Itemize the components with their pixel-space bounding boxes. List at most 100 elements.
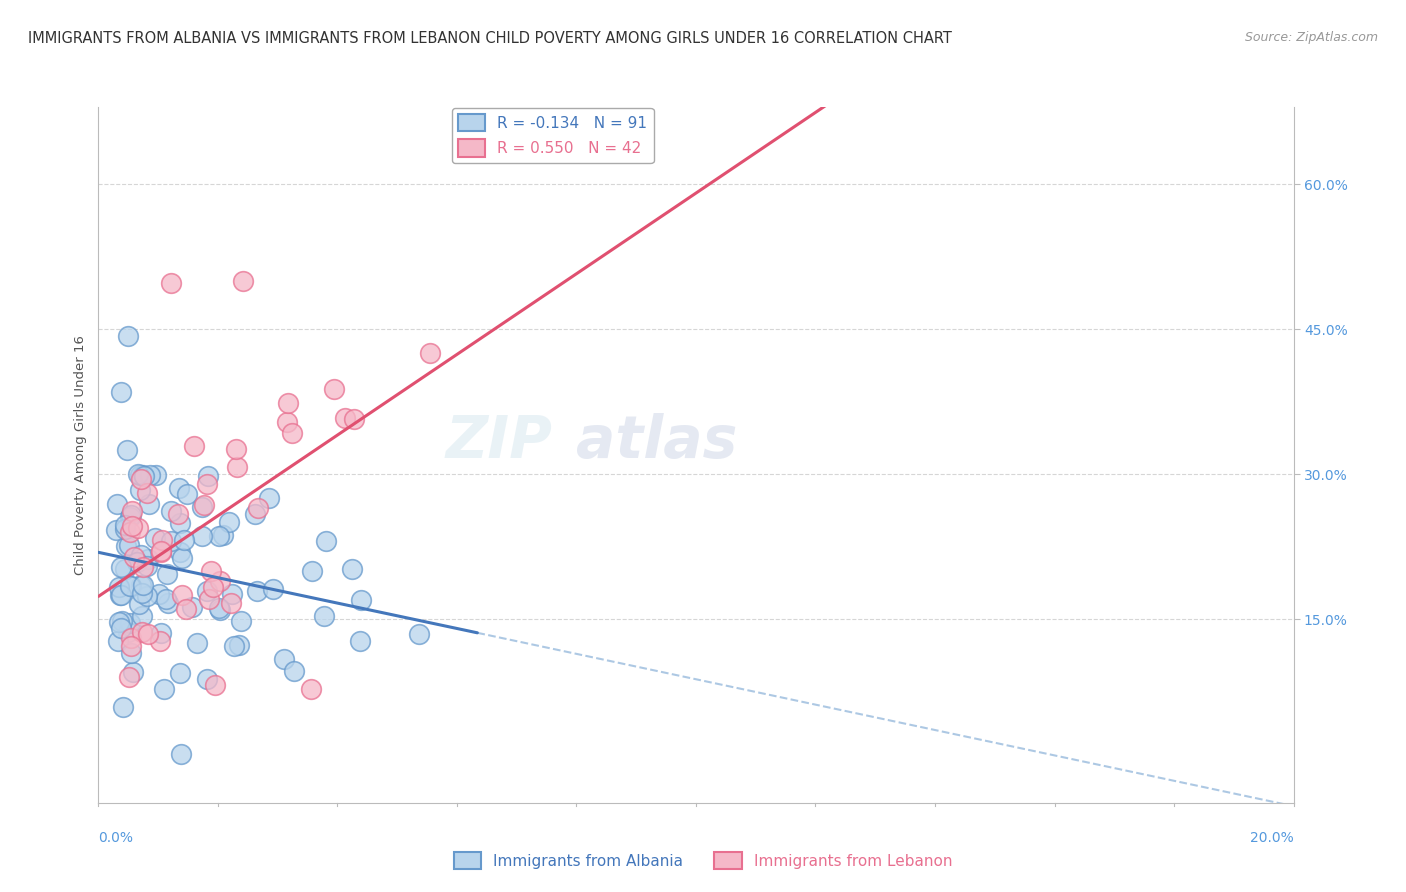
Point [127,521,149,535]
Point [197,672,219,686]
Point [120,508,142,523]
Point [221,587,243,601]
Point [136,552,159,566]
Point [108,588,131,602]
Point [111,614,134,628]
Point [110,559,132,574]
Point [340,561,363,575]
Point [136,589,159,603]
Legend: R = -0.134   N = 91, R = 0.550   N = 42: R = -0.134 N = 91, R = 0.550 N = 42 [451,108,654,163]
Point [114,518,136,533]
Point [120,524,142,539]
Point [323,382,346,396]
Legend: Immigrants from Albania, Immigrants from Lebanon: Immigrants from Albania, Immigrants from… [447,846,959,875]
Point [132,577,155,591]
Y-axis label: Child Poverty Among Girls Under 16: Child Poverty Among Girls Under 16 [75,335,87,574]
Point [419,346,441,360]
Point [129,473,152,487]
Point [232,274,254,288]
Point [148,587,170,601]
Point [277,396,299,410]
Point [122,550,145,565]
Point [190,529,212,543]
Point [160,534,183,549]
Point [118,615,141,630]
Point [195,583,218,598]
Point [257,491,280,506]
Point [186,636,208,650]
Point [150,545,173,559]
Point [156,566,179,581]
Point [276,415,298,429]
Point [118,670,141,684]
Point [131,549,153,563]
Point [118,538,141,552]
Point [120,639,142,653]
Point [131,608,153,623]
Point [135,558,157,573]
Text: 0.0%: 0.0% [98,830,134,845]
Point [132,560,155,574]
Point [150,533,173,548]
Point [170,588,193,602]
Point [197,469,219,483]
Point [107,633,129,648]
Point [195,477,218,491]
Point [350,592,373,607]
Point [120,579,142,593]
Point [117,328,139,343]
Point [201,580,224,594]
Point [129,468,152,483]
Point [110,385,132,400]
Point [145,468,167,483]
Point [129,483,152,497]
Point [110,621,132,635]
Point [115,443,138,458]
Point [114,523,136,537]
Text: IMMIGRANTS FROM ALBANIA VS IMMIGRANTS FROM LEBANON CHILD POVERTY AMONG GIRLS UND: IMMIGRANTS FROM ALBANIA VS IMMIGRANTS FR… [28,31,952,46]
Point [225,442,247,456]
Point [131,585,153,599]
Point [343,412,366,426]
Point [108,580,131,594]
Text: Source: ZipAtlas.com: Source: ZipAtlas.com [1244,31,1378,45]
Point [117,624,139,639]
Point [170,747,193,762]
Point [121,579,143,593]
Point [180,600,202,615]
Point [273,651,295,665]
Point [136,485,159,500]
Point [125,556,148,570]
Point [228,638,250,652]
Point [132,469,155,483]
Point [148,633,170,648]
Point [315,534,337,549]
Point [120,632,142,646]
Point [166,507,188,521]
Point [121,519,143,533]
Point [218,516,240,530]
Point [200,564,222,578]
Point [149,625,172,640]
Point [149,543,172,558]
Point [155,592,177,607]
Point [333,410,356,425]
Point [212,528,235,542]
Point [114,562,136,576]
Point [120,510,142,524]
Point [208,600,231,615]
Point [169,516,191,530]
Point [262,582,284,597]
Point [159,503,181,517]
Point [110,587,132,601]
Point [283,664,305,678]
Point [301,682,323,697]
Point [127,467,149,481]
Point [349,633,371,648]
Point [105,523,128,537]
Point [131,624,153,639]
Point [136,626,159,640]
Point [120,646,142,660]
Point [208,529,231,543]
Point [132,468,155,483]
